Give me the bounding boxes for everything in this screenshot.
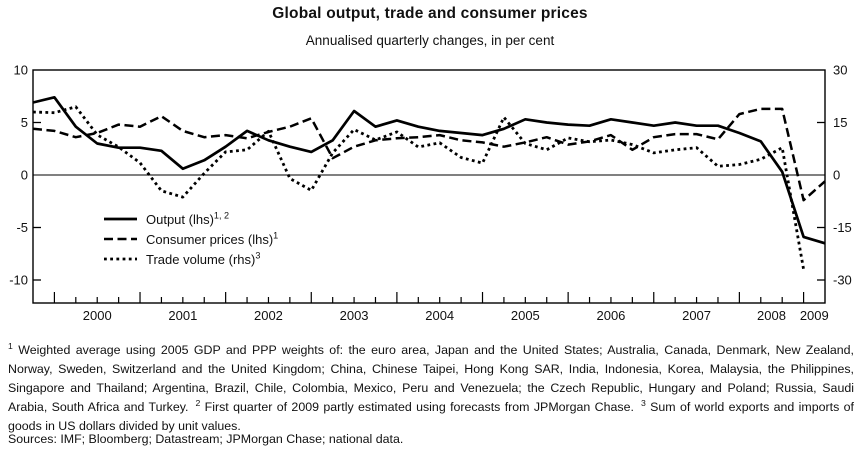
- footnote-ref-3: 3: [640, 398, 646, 409]
- x-axis-year-label: 2004: [425, 308, 454, 323]
- footnote-ref-1: 1: [8, 341, 13, 352]
- left-axis-tick-label: -5: [16, 220, 28, 235]
- footnotes: 1 Weighted average using 2005 GDP and PP…: [8, 341, 854, 436]
- series-output-line: [32, 95, 826, 245]
- x-axis-year-label: 2009: [800, 308, 829, 323]
- left-axis-tick-label: -10: [9, 273, 28, 288]
- right-axis-tick-label: 0: [833, 168, 840, 183]
- right-axis-tick-label: 15: [833, 115, 847, 130]
- x-axis-year-label: 2007: [682, 308, 711, 323]
- right-axis-tick-label: -30: [833, 273, 852, 288]
- right-axis-tick-label: 30: [833, 63, 847, 78]
- x-axis-year-label: 2000: [83, 308, 112, 323]
- left-axis-tick-label: 10: [14, 63, 28, 78]
- chart-subtitle: Annualised quarterly changes, in per cen…: [305, 33, 555, 48]
- legend-item-trade-volume: Trade volume (rhs)3: [104, 249, 278, 269]
- plot-border: [32, 69, 826, 304]
- x-axis-year-label: 2008: [757, 308, 786, 323]
- right-axis-tick-label: -15: [833, 220, 852, 235]
- series-consumer_prices-line: [32, 107, 826, 202]
- legend-label: Output (lhs)1, 2: [146, 210, 230, 227]
- solid-line-icon: [104, 217, 137, 221]
- dotted-line-icon: [104, 257, 137, 261]
- legend-item-output: Output (lhs)1, 2: [104, 209, 278, 229]
- chart-svg: 10 5 0 -5 -10 30 15 0 -15 -30 2000 2001 2002 2003 2004…: [9, 63, 852, 324]
- footnote-1-text: Weighted average using 2005 GDP and PPP …: [8, 343, 854, 415]
- x-axis-year-label: 2002: [254, 308, 283, 323]
- legend-item-consumer-prices: Consumer prices (lhs)1: [104, 229, 278, 249]
- footnote-ref-2: 2: [195, 398, 201, 409]
- x-axis-year-label: 2003: [340, 308, 369, 323]
- legend-label: Consumer prices (lhs)1: [146, 230, 279, 247]
- legend-label: Trade volume (rhs)3: [146, 250, 261, 267]
- footnote-3-text: Sum of world exports and imports of good…: [8, 400, 854, 434]
- left-axis-tick-label: 0: [21, 168, 28, 183]
- left-axis-tick-label: 5: [21, 115, 28, 130]
- sources-line: Sources: IMF; Bloomberg; Datastream; JPM…: [8, 432, 404, 446]
- x-axis-year-label: 2006: [596, 308, 625, 323]
- chart-title: Global output, trade and consumer prices: [272, 5, 588, 22]
- dashed-line-icon: [104, 237, 137, 241]
- x-axis-year-label: 2005: [511, 308, 540, 323]
- footnote-2-text: First quarter of 2009 partly estimated u…: [200, 400, 634, 415]
- x-axis-year-label: 2001: [168, 308, 197, 323]
- chart-legend: Output (lhs)1, 2 Consumer prices (lhs)1 …: [104, 209, 278, 269]
